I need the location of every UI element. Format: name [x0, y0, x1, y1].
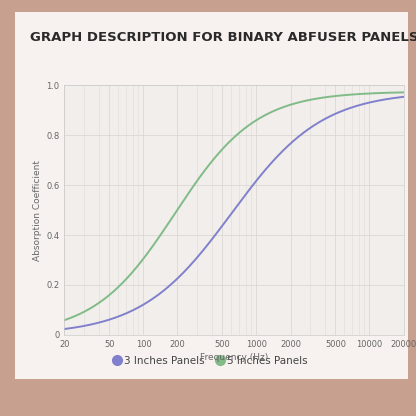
X-axis label: Frequency (Hz): Frequency (Hz) — [200, 353, 268, 362]
Text: GRAPH DESCRIPTION FOR BINARY ABFUSER PANELS: GRAPH DESCRIPTION FOR BINARY ABFUSER PAN… — [30, 31, 416, 44]
Y-axis label: Absorption Coefficient: Absorption Coefficient — [33, 160, 42, 260]
Legend: 3 Inches Panels, 5 Inches Panels: 3 Inches Panels, 5 Inches Panels — [111, 352, 312, 370]
